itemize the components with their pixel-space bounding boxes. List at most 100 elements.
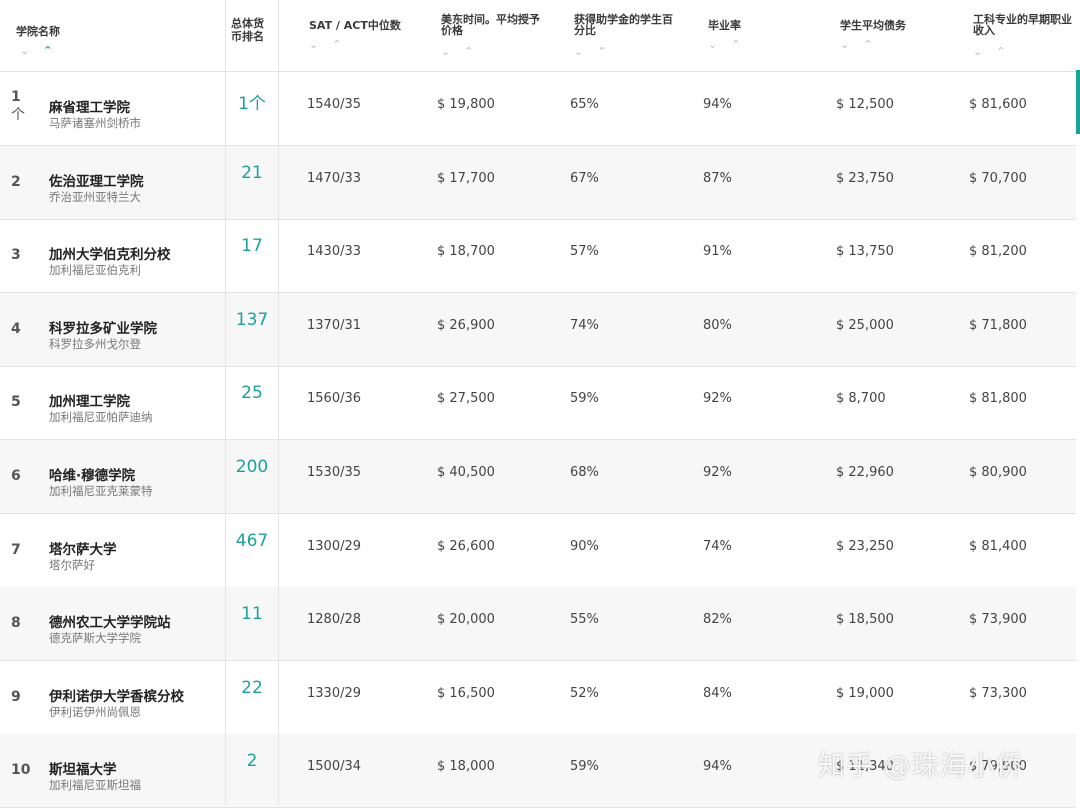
sort-desc-icon[interactable]: ⌄ [840,38,864,51]
table-row[interactable]: 4 科罗拉多矿业学院 科罗拉多州戈尔登 137 1370/31 $ 26,900 74% 80… [0,292,1076,367]
cell-aid: 59% [570,759,599,775]
header-label: 学生平均债务 [840,19,906,32]
cell-price: $ 40,500 [437,465,495,480]
sort-icons[interactable]: ⌄⌃ [574,45,620,58]
cell-earn: $ 73,300 [969,685,1027,701]
cell-price: $ 18,000 [437,759,495,775]
college-name[interactable]: 哈维·穆德学院 [49,468,136,484]
rank-number: 4 [11,320,21,337]
table-row[interactable]: 1 个麻省理工学院 马萨诸塞州剑桥市 1个 1540/35 $ 19,800 65% 94% $… [0,72,1076,146]
money-rank: 22 [241,677,263,698]
header-label: 总体货币排名 [231,17,264,43]
cell-price: $ 26,900 [437,317,495,333]
table-row[interactable]: 8 德州农工大学学院站 德克萨斯大学学院 11 1280/28 $ 20,000 55% 82… [0,587,1076,662]
college-name[interactable]: 斯坦福大学 [49,762,117,779]
cell-sat: 1500/34 [307,759,362,775]
cell-sat: 1280/28 [307,612,362,628]
college-name[interactable]: 佐治亚理工学院 [49,173,144,190]
cell-sat: 1540/35 [307,97,362,112]
cell-debt: $ 22,960 [836,465,894,480]
cell-grad: 84% [703,685,732,701]
sort-icons[interactable]: ⌄⌃ [20,44,66,57]
college-name[interactable]: 麻省理工学院 [49,100,130,116]
sort-asc-icon[interactable]: ⌃ [43,44,67,57]
header-sat-act[interactable]: SAT / ACT中位数 ⌄⌃ [309,0,429,71]
college-name[interactable]: 伊利诺伊大学香槟分校 [49,688,184,705]
table-row[interactable]: 5 加州理工学院 加利福尼亚帕萨迪纳 25 1560/36 $ 27,500 59% 92% $… [0,366,1076,441]
money-rank: 200 [235,457,269,477]
college-location: 加利福尼亚帕萨迪纳 [49,410,153,425]
money-rank: 25 [241,383,263,404]
table-row[interactable]: 10 斯坦福大学 加利福尼亚斯坦福 2 1500/34 $ 18,000 59% 94% $ 1… [0,734,1076,808]
college-name[interactable]: 加州大学伯克利分校 [49,247,171,264]
sort-asc-icon[interactable]: ⌃ [332,38,356,51]
college-name[interactable]: 塔尔萨大学 [49,541,117,558]
sort-icons[interactable]: ⌄⌃ [309,38,355,51]
table-row[interactable]: 6 哈维·穆德学院 加利福尼亚克莱蒙特 200 1530/35 $ 40,500 68% 92… [0,440,1076,514]
cell-grad: 92% [703,465,732,480]
rank-number: 9 [11,688,21,705]
scrollbar-thumb[interactable] [1076,70,1080,134]
sort-asc-icon[interactable]: ⌃ [731,38,755,51]
header-money-rank[interactable]: 总体货币排名 [231,0,273,71]
college-location: 加利福尼亚伯克利 [49,263,141,278]
header-early-earnings[interactable]: 工科专业的早期职业收入 ⌄⌃ [973,0,1073,71]
cell-aid: 68% [570,465,599,480]
sort-icons[interactable]: ⌄⌃ [840,38,886,51]
cell-grad: 74% [703,538,732,554]
sort-asc-icon[interactable]: ⌃ [996,45,1020,58]
college-location: 科罗拉多州戈尔登 [49,336,141,351]
money-rank: 17 [241,236,263,257]
rank-number: 5 [11,394,21,411]
sort-desc-icon[interactable]: ⌄ [441,45,465,58]
cell-price: $ 27,500 [437,391,495,407]
sort-desc-icon[interactable]: ⌄ [708,38,732,51]
college-name[interactable]: 加州理工学院 [49,394,130,411]
sort-icons[interactable]: ⌄⌃ [441,45,487,58]
rank-number: 3 [11,247,21,264]
sort-desc-icon[interactable]: ⌄ [973,45,997,58]
cell-aid: 55% [570,612,599,628]
cell-grad: 80% [703,317,732,333]
sort-asc-icon[interactable]: ⌃ [597,45,621,58]
cell-grad: 94% [703,97,732,112]
header-avg-debt[interactable]: 学生平均债务 ⌄⌃ [840,0,940,71]
column-divider [278,0,279,805]
sort-asc-icon[interactable]: ⌃ [464,45,488,58]
header-label: SAT / ACT中位数 [309,19,401,32]
money-rank: 21 [241,162,263,183]
header-avg-price[interactable]: 美东时间。平均授予价格 ⌄⌃ [441,0,541,71]
cell-earn: $ 70,700 [969,170,1027,186]
cell-debt: $ 12,500 [836,97,894,112]
header-grad-rate[interactable]: 毕业率 ⌄⌃ [708,0,798,71]
money-rank: 467 [235,530,269,551]
cell-grad: 91% [703,244,732,260]
sort-icons[interactable]: ⌄⌃ [708,38,754,51]
table-row[interactable]: 2 佐治亚理工学院 乔治亚州亚特兰大 21 1470/33 $ 17,700 67% 87% $… [0,145,1076,220]
sort-desc-icon[interactable]: ⌄ [309,38,333,51]
cell-debt: $ 23,750 [836,170,894,186]
sort-desc-icon[interactable]: ⌄ [20,44,44,57]
sort-desc-icon[interactable]: ⌄ [574,45,598,58]
cell-price: $ 20,000 [437,612,495,628]
header-college-name[interactable]: 学院名称 ⌄⌃ [16,0,216,71]
college-location: 德克萨斯大学学院 [49,631,141,646]
cell-sat: 1470/33 [307,170,362,186]
header-aid-percent[interactable]: 获得助学金的学生百分比 ⌄⌃ [574,0,674,71]
cell-price: $ 19,800 [437,97,495,112]
header-label: 获得助学金的学生百分比 [574,13,673,37]
cell-aid: 59% [570,391,599,407]
college-name[interactable]: 德州农工大学学院站 [49,615,171,632]
sort-asc-icon[interactable]: ⌃ [863,38,887,51]
cell-debt: $ 23,250 [836,538,894,554]
rank-number: 7 [11,541,21,558]
cell-debt: $ 13,750 [836,244,894,260]
rank-number: 1 [11,89,21,105]
college-name[interactable]: 科罗拉多矿业学院 [49,320,157,337]
cell-grad: 82% [703,612,732,628]
table-row[interactable]: 7 塔尔萨大学 塔尔萨好 467 1300/29 $ 26,600 90% 74% $ 23,2… [0,514,1076,588]
sort-icons[interactable]: ⌄⌃ [973,45,1019,58]
rank-number: 2 [11,173,21,190]
table-row[interactable]: 9 伊利诺伊大学香槟分校 伊利诺伊州尚佩恩 22 1330/29 $ 16,500 52% 8… [0,661,1076,735]
table-row[interactable]: 3 加州大学伯克利分校 加利福尼亚伯克利 17 1430/33 $ 18,700 57% 91… [0,219,1076,294]
